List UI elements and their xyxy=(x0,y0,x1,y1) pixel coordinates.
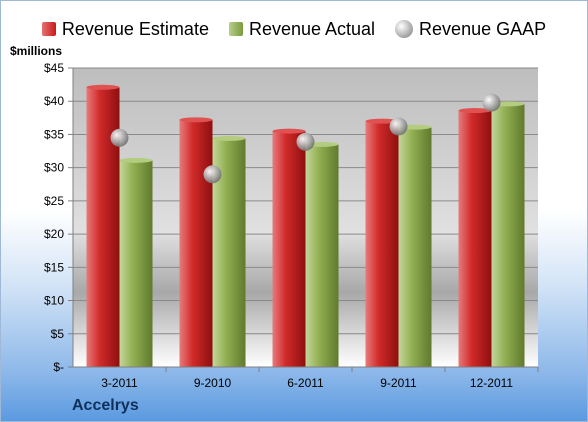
gaap-markers xyxy=(110,93,501,184)
green-square-swatch-icon xyxy=(228,22,243,36)
legend-label: Revenue GAAP xyxy=(419,18,547,39)
marker-revenue-gaap xyxy=(203,165,222,184)
y-tick-label: $15 xyxy=(44,260,64,274)
bar-top-cap xyxy=(365,118,399,124)
x-tick-label: 9-2010 xyxy=(194,376,232,390)
y-axis-units-label: $millions xyxy=(10,44,63,58)
y-tick-label: $30 xyxy=(44,161,64,175)
bar-revenue-estimate xyxy=(272,131,306,367)
bar-revenue-estimate xyxy=(458,110,492,367)
legend-item-revenue-actual: Revenue Actual xyxy=(228,18,376,40)
company-name: Accelrys xyxy=(72,397,139,414)
y-tick-label: $35 xyxy=(44,127,64,141)
x-tick-label: 9-2011 xyxy=(380,376,417,390)
bar-top-cap xyxy=(458,108,492,114)
bar-revenue-estimate xyxy=(365,121,399,368)
y-tick-label: $25 xyxy=(44,194,64,208)
y-tick-label: $40 xyxy=(44,94,64,108)
gray-circle-swatch-icon xyxy=(395,20,414,38)
bar-top-cap xyxy=(119,157,153,163)
y-tick-label: $20 xyxy=(44,227,64,241)
marker-revenue-gaap xyxy=(482,93,501,112)
legend-label: Revenue Actual xyxy=(248,18,376,39)
legend-item-revenue-gaap: Revenue GAAP xyxy=(395,19,546,40)
bar-top-cap xyxy=(212,135,246,141)
bar-top-cap xyxy=(179,117,213,123)
bar-revenue-actual xyxy=(119,160,153,367)
marker-revenue-gaap xyxy=(389,117,408,136)
legend: Revenue Estimate Revenue Actual Revenue … xyxy=(0,14,588,44)
bar-revenue-estimate xyxy=(86,87,120,367)
y-tick-label: $45 xyxy=(44,61,64,75)
legend-item-revenue-estimate: Revenue Estimate xyxy=(41,18,209,40)
bar-top-cap xyxy=(86,84,120,90)
marker-revenue-gaap xyxy=(110,128,129,147)
y-tick-label: $5 xyxy=(51,327,65,341)
legend-label: Revenue Estimate xyxy=(61,18,209,39)
x-axis-labels: 3-2011 9-2010 6-2011 9-2011 12-2011 xyxy=(101,367,539,390)
bars xyxy=(86,84,525,368)
y-tick-label: $10 xyxy=(44,294,64,308)
y-tick-label: $- xyxy=(53,360,64,374)
bar-revenue-actual xyxy=(491,103,525,367)
x-tick-label: 12-2011 xyxy=(470,376,513,390)
bar-revenue-actual xyxy=(305,144,339,367)
bar-revenue-actual xyxy=(398,127,432,367)
marker-revenue-gaap xyxy=(296,132,315,151)
bar-revenue-estimate xyxy=(179,119,213,368)
bar-top-cap xyxy=(272,128,306,134)
red-square-swatch-icon xyxy=(41,22,56,36)
x-tick-label: 3-2011 xyxy=(101,376,138,390)
y-axis-ticks: $- $5 $10 $15 $20 $25 $30 $35 $40 $45 xyxy=(44,61,73,374)
x-tick-label: 6-2011 xyxy=(287,376,324,390)
